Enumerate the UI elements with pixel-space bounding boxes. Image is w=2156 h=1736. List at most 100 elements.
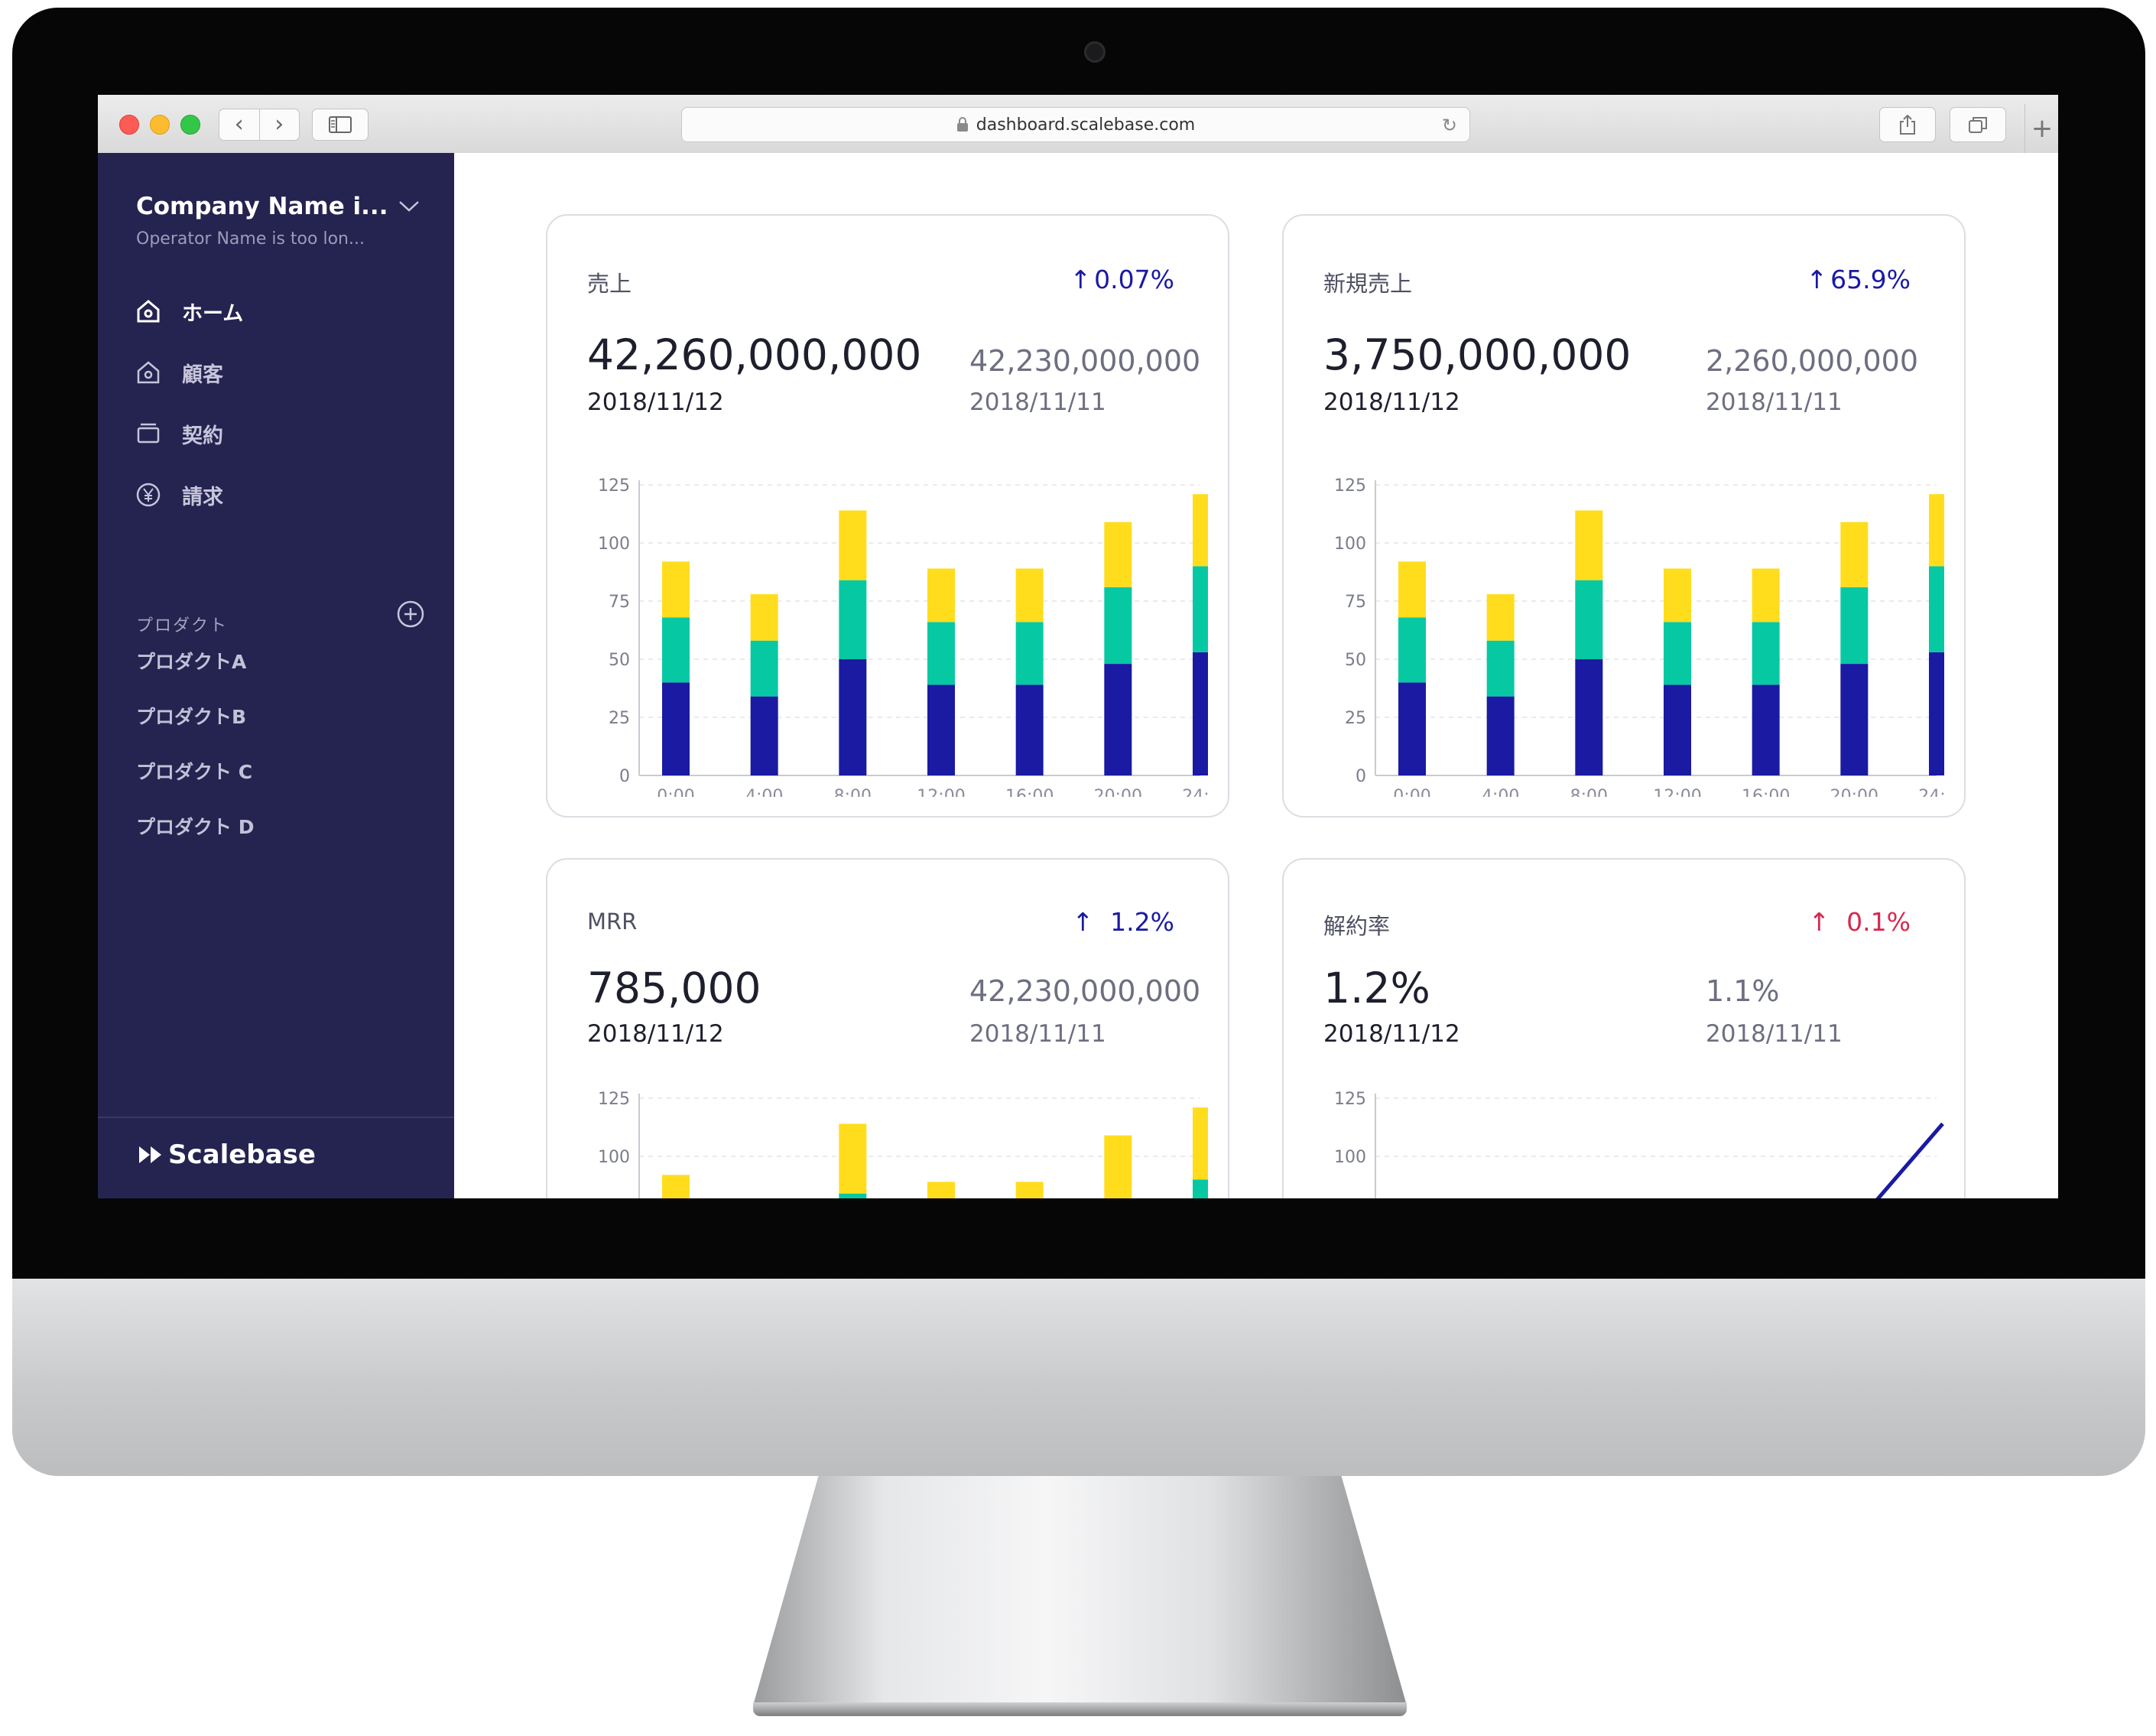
y-tick-label: 0 [619, 767, 630, 786]
x-tick-label: 4:00 [1482, 787, 1519, 797]
current-value: 3,750,000,000 [1323, 330, 1632, 379]
current-value: 1.2% [1323, 964, 1430, 1013]
monitor-stand-base [753, 1702, 1407, 1716]
kpi-card-new-sales[interactable]: 新規売上 ↑ 65.9% 3,750,000,000 2018/11/12 2,2… [1282, 214, 1966, 818]
card-title: 売上 [587, 271, 632, 297]
bar-segment [1015, 568, 1044, 623]
bar-segment [662, 617, 690, 683]
bar-segment [1575, 659, 1603, 775]
address-bar[interactable]: dashboard.scalebase.com ↻ [681, 107, 1470, 142]
y-tick-label: 50 [609, 651, 630, 670]
previous-date: 2018/11/11 [1706, 388, 1843, 416]
sidebar-product-c[interactable]: プロダクト C [136, 761, 253, 783]
series-line [1875, 1122, 1944, 1198]
x-tick-label: 0:00 [657, 787, 694, 797]
monitor-stand [753, 1476, 1407, 1705]
chevron-down-icon[interactable] [398, 199, 420, 214]
brand-name: Scalebase [168, 1139, 316, 1170]
bar-segment [839, 510, 867, 580]
bar-segment [1752, 684, 1780, 775]
x-tick-label: 20:00 [1094, 787, 1142, 797]
monitor-chin [12, 1279, 2145, 1476]
y-tick-label: 100 [598, 535, 630, 554]
y-tick-label: 100 [1334, 1148, 1366, 1167]
new-tab-button[interactable]: + [2024, 104, 2058, 153]
chevron-right-icon: › [274, 111, 284, 138]
kpi-card-churn-rate[interactable]: 解約率 ↑ 0.1% 1.2% 2018/11/12 1.1% 2018/11/1… [1282, 858, 1966, 1198]
y-tick-label: 75 [609, 593, 630, 612]
card-title: 新規売上 [1323, 271, 1413, 297]
bar-segment [927, 1182, 955, 1198]
sidebar-product-a[interactable]: プロダクトA [136, 651, 247, 673]
bar-segment [1193, 566, 1208, 652]
customer-icon [133, 357, 164, 388]
bar-segment [1840, 522, 1869, 587]
bar-segment [750, 640, 778, 697]
previous-date: 2018/11/11 [969, 1020, 1106, 1048]
dashboard-main: 売上 ↑ 0.07% 42,260,000,000 2018/11/12 42,2… [454, 153, 2058, 1198]
bar-segment [1840, 587, 1869, 665]
camera [1084, 41, 1106, 63]
screen: ‹ › dashboard.scalebase.com ↻ [98, 95, 2058, 1198]
previous-date: 2018/11/11 [1706, 1020, 1843, 1048]
show-tabs-button[interactable] [1950, 107, 2006, 142]
lock-icon [956, 117, 968, 132]
current-value: 785,000 [587, 964, 761, 1013]
change-value: 65.9% [1830, 265, 1911, 294]
share-button[interactable] [1879, 107, 1936, 142]
sidebar-product-d[interactable]: プロダクト D [136, 816, 255, 838]
card-title: MRR [587, 909, 638, 935]
bar-segment [839, 659, 867, 775]
x-tick-label: 12:00 [917, 787, 965, 797]
sidebar-item-contracts[interactable]: 契約 [133, 417, 223, 450]
back-button[interactable]: ‹ [219, 109, 259, 140]
sidebar-item-label: 請求 [182, 485, 223, 509]
sidebar-product-b[interactable]: プロダクトB [136, 706, 247, 728]
sidebar-item-label: 契約 [182, 424, 223, 448]
bar-segment [662, 682, 690, 775]
x-tick-label: 20:00 [1830, 787, 1878, 797]
share-icon [1900, 115, 1915, 135]
company-name[interactable]: Company Name i... [136, 193, 388, 220]
change-value: 0.1% [1846, 907, 1911, 937]
bar-segment [1575, 580, 1603, 659]
x-tick-label: 4:00 [745, 787, 783, 797]
sidebar-item-label: ホーム [182, 301, 244, 326]
bar-segment [1015, 622, 1044, 685]
y-tick-label: 125 [598, 476, 630, 496]
bar-segment [1929, 566, 1944, 652]
forward-button[interactable]: › [258, 109, 300, 140]
minimize-window-button[interactable] [150, 115, 170, 135]
bar-segment [1840, 664, 1869, 775]
browser-toolbar: ‹ › dashboard.scalebase.com ↻ [98, 95, 2058, 154]
x-tick-label: 8:00 [834, 787, 872, 797]
bar-segment [1398, 682, 1426, 775]
brand-logo[interactable]: Scalebase [138, 1139, 316, 1170]
current-date: 2018/11/12 [1323, 1020, 1460, 1048]
sidebar-item-billing[interactable]: 請求 [133, 478, 223, 512]
bar-segment [1486, 696, 1515, 775]
previous-value: 1.1% [1706, 974, 1780, 1008]
bar-segment [750, 593, 778, 641]
new-sales-chart: 0 25 50 75 100 125 0:00 4:00 8:00 12:00 16:00 20:00… [1334, 476, 1944, 797]
sidebar-item-customers[interactable]: 顧客 [133, 356, 223, 389]
bar-segment [1193, 1179, 1208, 1198]
bar-segment [1015, 684, 1044, 775]
zoom-window-button[interactable] [180, 115, 200, 135]
sidebar-item-label: 顧客 [182, 362, 223, 387]
kpi-card-mrr[interactable]: MRR ↑ 1.2% 785,000 2018/11/12 42,230,000,… [546, 858, 1229, 1198]
bar-segment [839, 1123, 867, 1194]
add-product-icon[interactable] [396, 600, 425, 629]
current-value: 42,260,000,000 [587, 330, 922, 379]
close-window-button[interactable] [119, 115, 139, 135]
y-tick-label: 125 [1334, 476, 1366, 496]
reload-icon[interactable]: ↻ [1441, 115, 1457, 136]
operator-name: Operator Name is too lon... [136, 229, 365, 249]
bar-segment [1929, 494, 1944, 567]
history-nav: ‹ › [219, 109, 300, 141]
sidebar-toggle-button[interactable] [312, 109, 369, 141]
sidebar-item-home[interactable]: ホーム [133, 294, 243, 328]
kpi-card-sales[interactable]: 売上 ↑ 0.07% 42,260,000,000 2018/11/12 42,2… [546, 214, 1229, 818]
bar-segment [1664, 684, 1691, 775]
plus-icon: + [2031, 113, 2054, 144]
